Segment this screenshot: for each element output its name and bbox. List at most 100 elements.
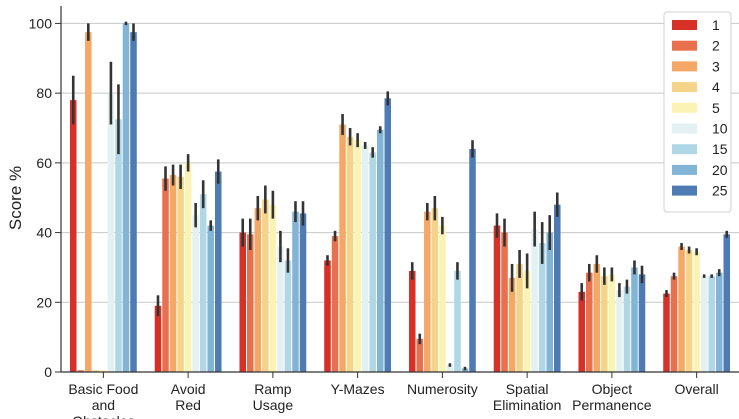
y-tick-label: 80 [36,85,52,101]
y-tick-label: 60 [36,155,52,171]
bar-10-cat6 [616,290,623,372]
bar-3-cat5 [508,277,516,372]
bar-25-cat5 [553,204,561,372]
legend-swatch-3 [672,61,697,72]
bar-20-cat6 [631,267,638,372]
x-tick-label-line: Obstacles [72,413,134,419]
bar-4-cat5 [516,263,523,372]
bar-1-cat0 [69,100,77,372]
bar-10-cat4 [446,365,454,372]
y-tick-label: 20 [36,294,52,310]
bar-10-cat2 [277,246,284,372]
bar-5-cat5 [523,270,531,372]
x-tick-label-line: Basic Food [68,381,138,397]
bar-3-cat2 [254,208,262,372]
x-tick-label-line: Numerosity [407,381,478,397]
legend: 1 2 3 4 5 10 15 20 25 [663,11,732,213]
bar-15-cat0 [115,119,122,373]
bar-1-cat1 [154,305,162,372]
x-tick-label-line: Elimination [493,397,561,413]
bar-3-cat1 [169,175,177,372]
bar-2-cat6 [586,272,593,372]
x-tick-label-line: Spatial [506,381,549,397]
y-axis-label: Score % [6,166,25,230]
x-tick-label: Y-Mazes [331,381,385,397]
bar-4-cat4 [431,208,439,372]
x-tick-label: Basic FoodandObstacles [68,381,138,419]
legend-label-4: 4 [712,79,720,95]
bar-15-cat6 [623,286,631,372]
bar-10-cat1 [192,215,199,372]
x-tick-label: Spatial Elimination [493,381,561,413]
legend-swatch-15 [672,144,697,155]
bar-1-cat3 [324,260,331,372]
bar-10-cat0 [107,93,115,373]
x-tick-label-line: Y-Mazes [331,381,385,397]
bar-20-cat3 [376,129,384,372]
bar-15-cat1 [199,194,207,372]
bar-25-cat6 [638,274,646,372]
bar-15-cat5 [538,243,546,372]
bar-2-cat3 [331,236,339,372]
y-tick-label: 40 [36,225,52,241]
bar-4-cat2 [262,199,269,372]
bar-10-cat7 [700,276,708,372]
bar-5-cat2 [269,204,277,372]
bar-4-cat6 [601,276,608,372]
bar-20-cat0 [122,23,130,373]
bar-5-cat4 [439,225,446,372]
x-tick-label: Object Permanence [572,381,652,413]
y-tick-label: 0 [44,364,52,380]
x-tick-label: Overall [674,381,718,397]
bar-3-cat7 [678,246,685,372]
bar-3-cat4 [424,211,431,372]
bar-25-cat1 [214,171,222,372]
legend-label-3: 3 [712,58,720,74]
bar-2-cat2 [247,234,254,372]
bar-1-cat5 [493,225,501,372]
legend-swatch-25 [672,185,697,196]
bar-1-cat7 [663,293,670,372]
bar-2-cat5 [501,232,508,372]
bar-2-cat1 [162,178,169,372]
legend-label-20: 20 [712,162,728,178]
bar-2-cat0 [77,370,85,372]
bar-4-cat3 [346,136,354,372]
bar-5-cat7 [693,251,700,372]
bar-3-cat3 [339,124,346,372]
legend-swatch-4 [672,82,697,93]
x-tick-label: Avoid Red [171,381,206,413]
x-tick-label-line: Red [175,397,201,413]
bar-4-cat1 [177,176,184,372]
legend-label-1: 1 [712,17,720,33]
x-tick-label-line: Object [592,381,633,397]
legend-swatch-10 [672,123,697,134]
bar-15-cat7 [708,276,715,372]
bar-15-cat2 [284,260,292,372]
legend-label-25: 25 [712,183,728,199]
error-bars [71,21,729,371]
bar-10-cat5 [531,229,538,372]
bar-15-cat3 [369,152,376,372]
bar-5-cat3 [354,140,361,372]
x-tick-label-line: Avoid [171,381,206,397]
x-tick-label-line: Permanence [572,397,652,413]
axes [60,6,739,378]
bar-25-cat4 [469,148,476,372]
bar-25-cat0 [130,32,137,373]
bar-1-cat4 [408,270,416,372]
y-tick-labels: 0 20 40 60 80 100 [29,15,53,380]
bar-5-cat1 [184,162,192,372]
x-tick-label: Numerosity [407,381,478,397]
x-tick-label-line: Usage [253,397,294,413]
bar-2-cat4 [416,338,424,372]
x-tick-label-line: Ramp [254,381,292,397]
legend-label-15: 15 [712,141,728,157]
bar-3-cat0 [85,32,92,373]
bar-20-cat7 [715,272,723,372]
bar-25-cat2 [299,213,307,372]
legend-label-5: 5 [712,100,720,116]
bar-10-cat3 [361,145,369,372]
x-tick-label-line: Overall [674,381,718,397]
